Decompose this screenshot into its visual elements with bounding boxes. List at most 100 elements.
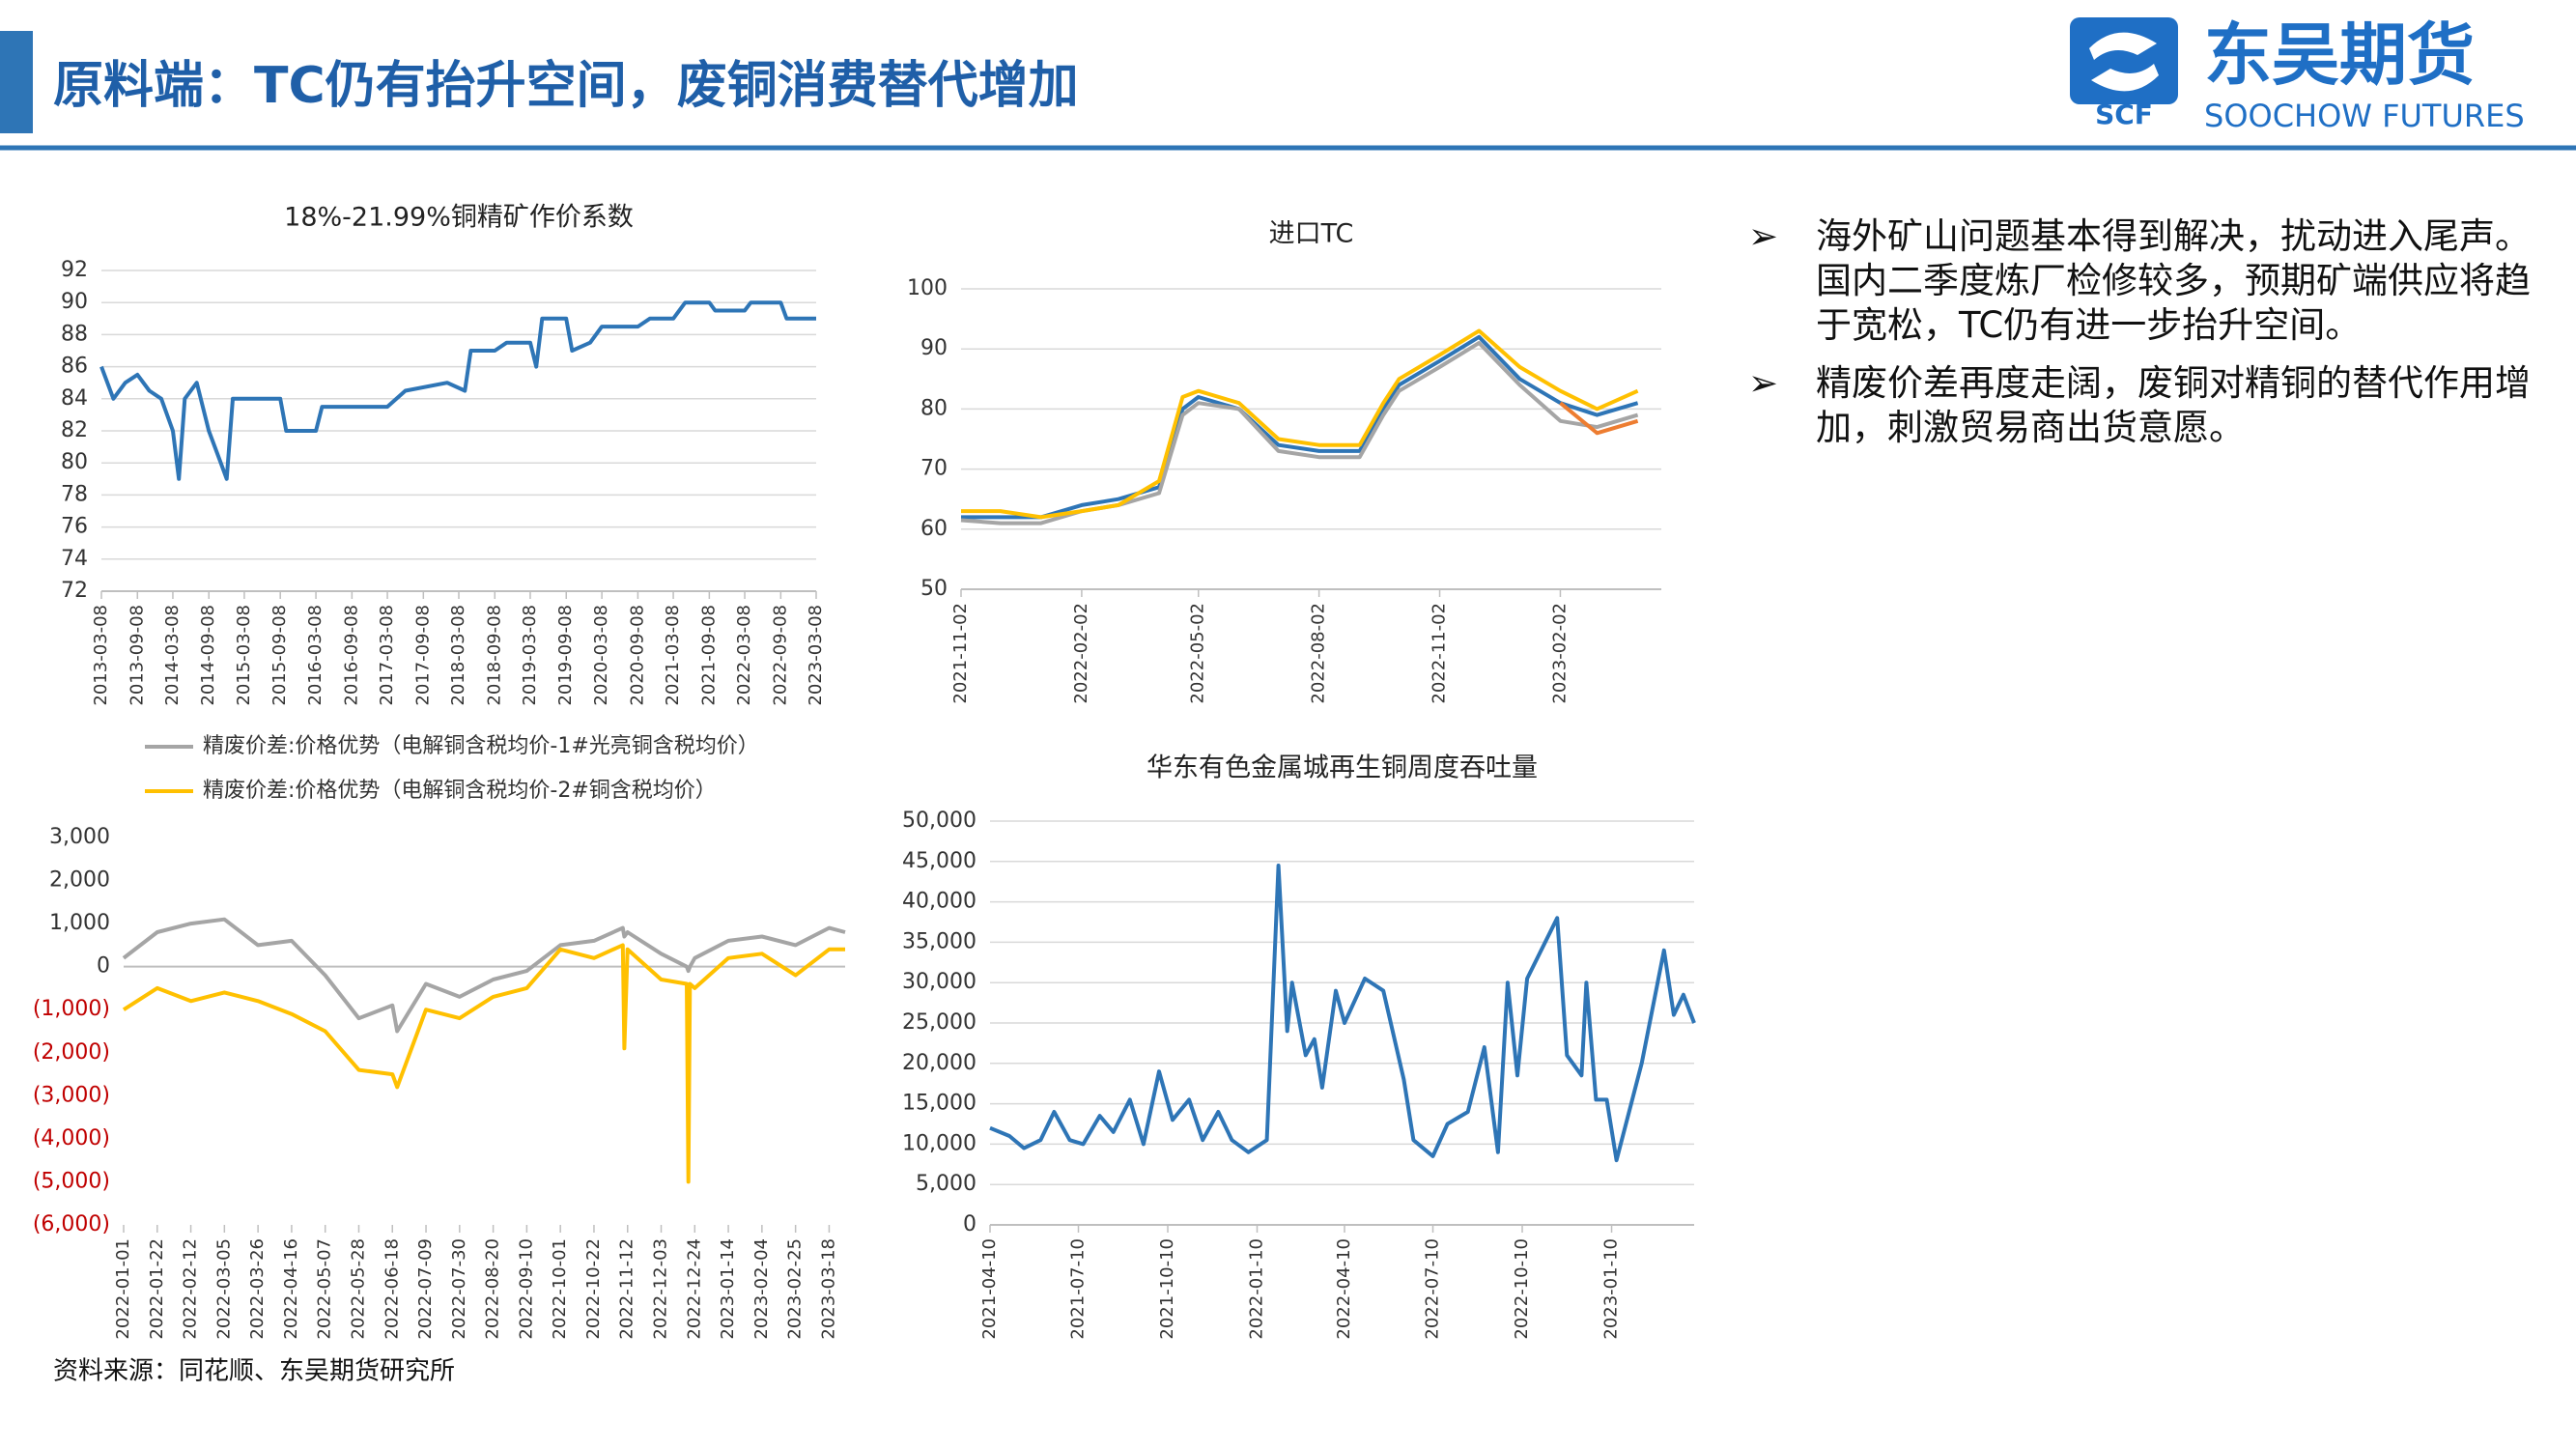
y-tick-label: 74 <box>61 547 88 571</box>
series-line <box>961 328 1639 520</box>
x-tick-label: 2022-10-22 <box>583 1238 604 1340</box>
y-tick-label: 70 <box>920 457 948 481</box>
x-tick-label: 2022-10-10 <box>1512 1238 1532 1340</box>
x-tick-label: 2022-07-30 <box>449 1238 469 1340</box>
legend-label: 精废价差:价格优势（电解铜含税均价-2#铜含税均价） <box>203 779 717 803</box>
series-line <box>960 341 1639 526</box>
logo-mark-text: SCF <box>2095 99 2153 130</box>
y-tick-label: 50,000 <box>902 809 977 833</box>
y-tick-label: 50 <box>920 577 948 601</box>
x-tick-label: 2022-09-08 <box>770 605 790 706</box>
x-tick-label: 2023-02-02 <box>1549 603 1570 704</box>
y-tick-label: 82 <box>61 418 88 442</box>
y-tick-label: 78 <box>61 482 88 506</box>
y-tick-label: 84 <box>61 386 88 411</box>
x-tick-label: 2021-10-10 <box>1157 1238 1177 1340</box>
x-tick-label: 2022-03-05 <box>213 1238 234 1340</box>
x-tick-label: 2022-03-26 <box>247 1238 268 1340</box>
y-tick-label: 86 <box>61 355 88 379</box>
x-tick-label: 2023-03-08 <box>806 605 826 706</box>
y-tick-label: (5,000) <box>33 1169 110 1193</box>
y-tick-label: (2,000) <box>33 1040 110 1065</box>
x-tick-label: 2022-09-10 <box>516 1238 536 1340</box>
y-tick-label: (6,000) <box>33 1212 110 1236</box>
x-tick-label: 2023-02-04 <box>751 1238 772 1340</box>
chart-title: 进口TC <box>1269 219 1354 249</box>
x-tick-label: 2022-12-24 <box>684 1238 704 1340</box>
x-tick-label: 2023-03-18 <box>818 1238 838 1340</box>
x-tick-label: 2022-12-03 <box>651 1238 671 1340</box>
x-tick-label: 2023-01-10 <box>1601 1238 1622 1340</box>
x-tick-label: 2018-09-08 <box>484 605 504 706</box>
y-tick-label: 30,000 <box>902 970 977 994</box>
header-accent <box>0 31 33 133</box>
series-line <box>989 864 1696 1163</box>
y-tick-label: 90 <box>920 336 948 360</box>
y-tick-label: 10,000 <box>902 1131 977 1155</box>
logo-en: SOOCHOW FUTURES <box>2204 98 2525 134</box>
series-line <box>99 300 816 481</box>
x-tick-label: 2022-06-18 <box>382 1238 402 1340</box>
bullet: ➢ 海外矿山问题基本得到解决，扰动进入尾声。国内二季度炼厂检修较多，预期矿端供应将… <box>1748 214 2540 348</box>
source-note: 资料来源：同花顺、东吴期货研究所 <box>53 1357 455 1386</box>
chart-title: 18%-21.99%铜精矿作价系数 <box>284 203 634 233</box>
x-tick-label: 2022-04-10 <box>1334 1238 1354 1340</box>
x-tick-label: 2021-09-08 <box>698 605 719 706</box>
logo-cn: 东吴期货 <box>2204 15 2475 95</box>
x-tick-label: 2021-04-10 <box>979 1238 1000 1340</box>
x-tick-label: 2019-03-08 <box>520 605 540 706</box>
x-tick-label: 2021-03-08 <box>663 605 683 706</box>
x-tick-label: 2022-02-02 <box>1071 603 1091 704</box>
x-tick-label: 2016-09-08 <box>341 605 361 706</box>
y-tick-label: 1,000 <box>49 911 110 935</box>
series-line <box>1559 401 1639 436</box>
bullet-text: 精废价差再度走阔，废铜对精铜的替代作用增加，刺激贸易商出货意愿。 <box>1816 362 2531 448</box>
x-tick-label: 2022-05-07 <box>315 1238 335 1340</box>
x-tick-label: 2022-05-02 <box>1188 603 1208 704</box>
x-tick-label: 2022-01-01 <box>113 1238 133 1340</box>
x-tick-label: 2015-03-08 <box>234 605 254 706</box>
y-tick-label: 0 <box>963 1212 977 1236</box>
series-line <box>961 334 1639 520</box>
x-tick-label: 2022-01-10 <box>1247 1238 1267 1340</box>
x-tick-label: 2013-03-08 <box>91 605 111 706</box>
x-tick-label: 2022-11-12 <box>617 1238 637 1340</box>
x-tick-label: 2019-09-08 <box>555 605 576 706</box>
x-tick-label: 2017-03-08 <box>377 605 397 706</box>
y-tick-label: 72 <box>61 579 88 603</box>
y-tick-label: 88 <box>61 322 88 346</box>
x-tick-label: 2022-08-20 <box>483 1238 503 1340</box>
x-tick-label: 2021-07-10 <box>1068 1238 1089 1340</box>
x-tick-label: 2022-07-10 <box>1423 1238 1443 1340</box>
y-tick-label: 15,000 <box>902 1092 977 1116</box>
x-tick-label: 2022-04-16 <box>281 1238 301 1340</box>
x-tick-label: 2017-09-08 <box>412 605 433 706</box>
x-tick-label: 2023-02-25 <box>785 1238 806 1340</box>
x-tick-label: 2022-03-08 <box>734 605 754 706</box>
x-tick-label: 2016-03-08 <box>305 605 326 706</box>
y-tick-label: 20,000 <box>902 1051 977 1075</box>
y-tick-label: 3,000 <box>49 825 110 849</box>
y-tick-label: 40,000 <box>902 890 977 914</box>
x-tick-label: 2020-09-08 <box>627 605 647 706</box>
y-tick-label: (1,000) <box>33 997 110 1021</box>
x-tick-label: 2022-01-22 <box>147 1238 167 1340</box>
y-tick-label: 45,000 <box>902 849 977 873</box>
bullet-text: 海外矿山问题基本得到解决，扰动进入尾声。国内二季度炼厂检修较多，预期矿端供应将趋… <box>1816 215 2531 346</box>
x-tick-label: 2014-09-08 <box>198 605 218 706</box>
x-tick-label: 2013-09-08 <box>127 605 147 706</box>
y-tick-label: 80 <box>61 450 88 474</box>
x-tick-label: 2021-11-02 <box>950 603 971 704</box>
x-tick-label: 2022-07-09 <box>415 1238 436 1340</box>
chart-title: 华东有色金属城再生铜周度吞吐量 <box>1146 753 1538 783</box>
y-tick-label: 0 <box>97 954 110 979</box>
y-tick-label: 2,000 <box>49 868 110 893</box>
y-tick-label: 35,000 <box>902 929 977 953</box>
y-tick-label: 90 <box>61 290 88 314</box>
x-tick-label: 2015-09-08 <box>269 605 290 706</box>
x-tick-label: 2014-03-08 <box>162 605 183 706</box>
y-tick-label: 92 <box>61 258 88 282</box>
y-tick-label: 60 <box>920 517 948 541</box>
